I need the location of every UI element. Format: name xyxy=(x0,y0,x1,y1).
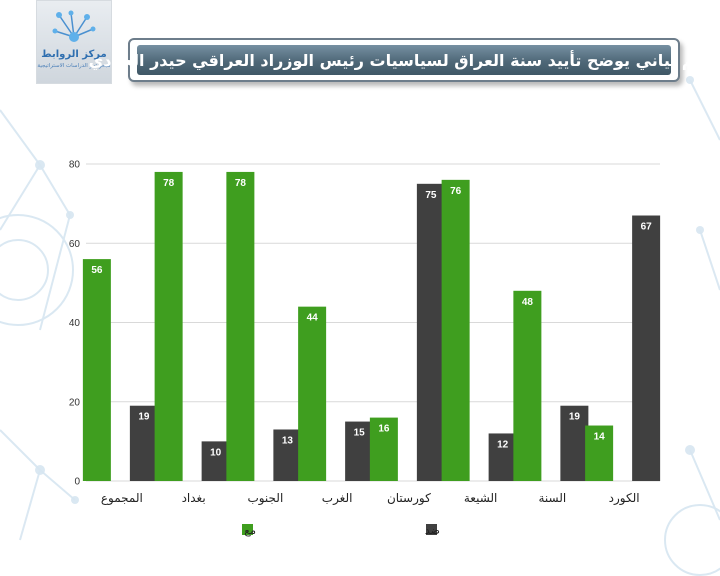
data-label-oppose: 75 xyxy=(425,190,437,201)
y-tick-label: 80 xyxy=(69,160,81,171)
y-tick-label: 60 xyxy=(69,239,81,250)
data-label-oppose: 67 xyxy=(641,222,653,233)
x-category-label: الغرب xyxy=(322,491,353,506)
bar-oppose xyxy=(129,405,158,481)
data-label-support: 76 xyxy=(450,186,462,197)
chart-title: رسم بياني يوضح تأييد سنة العراق لسياسيات… xyxy=(88,50,720,70)
data-label-oppose: 19 xyxy=(569,412,581,423)
data-label-support: 56 xyxy=(91,265,103,276)
logo: مركز الروابط للبحوث و الدراسات الاستراتي… xyxy=(36,0,112,84)
bar-oppose xyxy=(416,183,445,481)
bar-support xyxy=(369,417,398,481)
logo-title: مركز الروابط xyxy=(41,49,107,60)
network-logo-icon xyxy=(52,10,96,42)
x-category-label: المجموع xyxy=(101,491,143,506)
bar-support xyxy=(441,179,470,481)
bar-oppose xyxy=(201,441,230,481)
x-category-label: الكورد xyxy=(609,491,640,506)
data-label-oppose: 10 xyxy=(210,447,222,458)
data-label-support: 14 xyxy=(594,432,606,443)
y-tick-label: 20 xyxy=(69,397,81,408)
data-label-oppose: 13 xyxy=(282,435,294,446)
data-label-oppose: 19 xyxy=(138,412,150,423)
bar-support xyxy=(585,425,614,481)
x-category-label: الشيعة xyxy=(464,491,498,505)
bar-support xyxy=(226,171,255,482)
bar-support xyxy=(82,259,111,481)
legend-swatch-support xyxy=(242,524,253,535)
bar-oppose xyxy=(345,421,374,481)
legend-label-support: مع xyxy=(244,524,256,537)
chart-title-background: رسم بياني يوضح تأييد سنة العراق لسياسيات… xyxy=(88,45,720,75)
bar-oppose xyxy=(560,405,589,481)
x-category-label: كورستان xyxy=(387,491,431,506)
bar-oppose xyxy=(488,433,517,481)
x-category-label: بغداد xyxy=(182,491,206,505)
data-label-support: 78 xyxy=(163,178,175,189)
data-label-oppose: 15 xyxy=(354,428,366,439)
y-tick-label: 40 xyxy=(69,318,81,329)
bar-support xyxy=(513,290,542,481)
data-label-oppose: 12 xyxy=(497,439,509,450)
data-label-support: 16 xyxy=(378,424,390,435)
bar-oppose xyxy=(632,215,661,481)
data-label-support: 78 xyxy=(235,178,247,189)
x-category-label: الجنوب xyxy=(247,491,283,506)
data-label-support: 48 xyxy=(522,297,534,308)
legend-swatch-oppose xyxy=(426,524,437,535)
bar-support xyxy=(298,306,327,481)
data-label-support: 44 xyxy=(307,313,319,324)
logo-subtitle: للبحوث و الدراسات الاستراتيجية xyxy=(37,63,111,69)
y-tick-label: 0 xyxy=(74,477,80,488)
bar-support xyxy=(154,171,183,482)
legend-label-oppose: ضد xyxy=(425,524,440,537)
bar-oppose xyxy=(273,429,302,481)
chart-title-banner: رسم بياني يوضح تأييد سنة العراق لسياسيات… xyxy=(88,38,720,82)
x-category-label: السنة xyxy=(539,491,567,505)
